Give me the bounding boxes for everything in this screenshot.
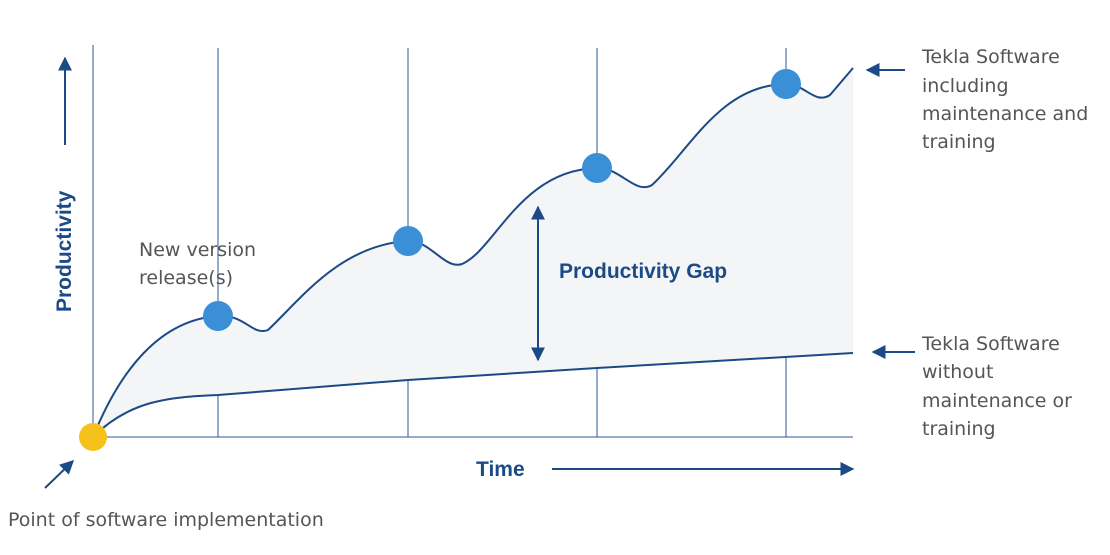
arrows: [44, 56, 915, 489]
upper-curve-label: training: [922, 131, 996, 153]
upper-curve-label: including: [922, 75, 1009, 97]
lower-curve-label: without: [922, 361, 993, 383]
x-axis-label: Time: [476, 458, 525, 481]
origin-dot: [79, 423, 107, 451]
release-label: release(s): [139, 267, 233, 289]
gap-label: Productivity Gap: [559, 260, 727, 283]
lower-curve-label: training: [922, 418, 996, 440]
upper-curve-label: Tekla Software: [921, 46, 1060, 68]
origin-label: Point of software implementation: [8, 509, 324, 531]
release-label: New version: [139, 239, 256, 261]
release-dots: [203, 69, 801, 331]
gap-area: [93, 68, 853, 437]
lower-curve-label: maintenance or: [922, 390, 1072, 412]
upper-curve-label: maintenance and: [922, 103, 1088, 125]
y-axis-label: Productivity: [53, 190, 76, 312]
lower-curve: [92, 352, 854, 438]
lower-curve-label: Tekla Software: [921, 333, 1060, 355]
